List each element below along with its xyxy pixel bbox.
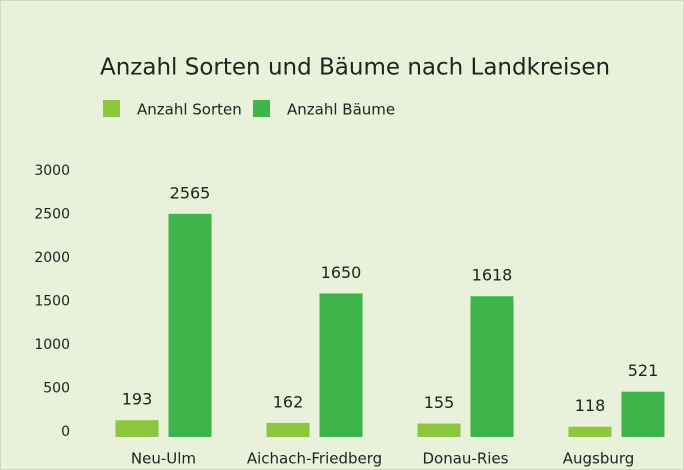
y-tick-label: 2000 xyxy=(34,250,70,266)
legend-label: Anzahl Sorten xyxy=(137,101,242,119)
bar xyxy=(168,213,212,437)
value-label: 118 xyxy=(575,396,606,415)
legend-swatch xyxy=(103,100,120,117)
y-tick-label: 1500 xyxy=(34,294,70,310)
bar xyxy=(319,293,363,437)
y-tick-label: 1000 xyxy=(34,337,70,353)
bar xyxy=(417,423,461,437)
bar xyxy=(568,426,612,437)
x-tick-label: Donau-Ries xyxy=(423,450,509,468)
value-label: 2565 xyxy=(170,183,211,202)
legend-label: Anzahl Bäume xyxy=(287,101,395,119)
value-label: 521 xyxy=(628,361,659,380)
value-label: 155 xyxy=(424,393,455,412)
x-tick-label: Augsburg xyxy=(563,450,635,468)
y-tick-label: 500 xyxy=(43,381,70,397)
bar xyxy=(115,420,159,437)
y-tick-label: 2500 xyxy=(34,207,70,223)
bar xyxy=(621,391,665,437)
x-tick-label: Neu-Ulm xyxy=(131,450,196,468)
value-label: 1618 xyxy=(472,266,513,285)
value-label: 162 xyxy=(273,392,304,411)
chart-title: Anzahl Sorten und Bäume nach Landkreisen xyxy=(100,55,610,81)
bar xyxy=(470,296,514,437)
y-tick-label: 0 xyxy=(61,424,70,440)
bar xyxy=(266,422,310,437)
legend-swatch xyxy=(253,100,270,117)
value-label: 1650 xyxy=(321,263,362,282)
value-label: 193 xyxy=(122,390,153,409)
y-tick-label: 3000 xyxy=(34,163,70,179)
x-tick-label: Aichach-Friedberg xyxy=(247,450,382,468)
